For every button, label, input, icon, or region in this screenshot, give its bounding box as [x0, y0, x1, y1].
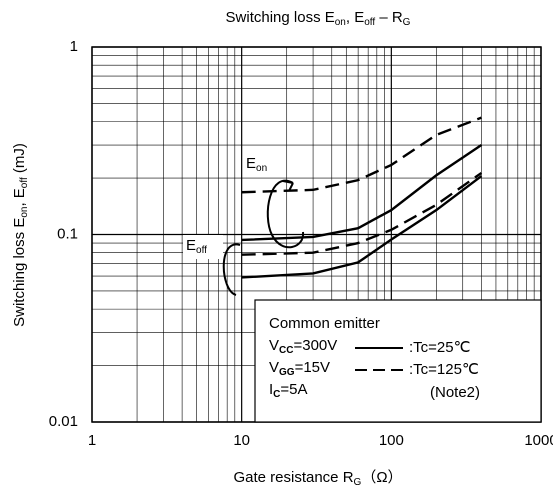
- legend-condition: VGG=15V: [269, 359, 330, 378]
- y-axis-label-sub: off: [19, 177, 30, 188]
- y-axis-label-part: , E: [11, 188, 28, 206]
- chart-title-part: , E: [346, 9, 364, 26]
- chart-title-sub: G: [403, 17, 411, 28]
- chart-title: Switching loss Eon, Eoff – RG: [226, 9, 411, 28]
- legend-condition: Common emitter: [269, 315, 380, 332]
- legend-condition-sub: CC: [279, 345, 293, 356]
- x-tick-label: 10: [233, 432, 250, 449]
- series-line: [241, 144, 483, 242]
- x-tick-label: 1: [88, 432, 96, 449]
- legend-condition-part: =15V: [295, 359, 330, 376]
- y-axis-label: Switching loss Eon, Eoff (mJ): [11, 143, 30, 327]
- y-axis-label-part: (mJ): [11, 143, 28, 177]
- chart-title-part: Switching loss E: [226, 9, 335, 26]
- legend-condition-part: Common emitter: [269, 315, 380, 332]
- legend-condition-sub: C: [273, 389, 280, 400]
- decor: [222, 179, 305, 296]
- series-line: [241, 116, 482, 194]
- eon-arrow: [282, 180, 294, 192]
- x-axis-label-part: Gate resistance R: [233, 469, 353, 486]
- chart-title-sub: on: [335, 17, 346, 28]
- y-axis-label-part: Switching loss E: [11, 218, 28, 327]
- eon-marker: [266, 179, 305, 249]
- legend-condition-part: =300V: [293, 337, 337, 354]
- legend-condition: VCC=300V: [269, 337, 337, 356]
- x-axis-label-sub: G: [354, 477, 362, 488]
- series-line: [241, 175, 483, 279]
- annotation-bg: [183, 235, 223, 259]
- annotation-sub: off: [196, 245, 207, 256]
- annotation-bg: [243, 153, 276, 177]
- chart-title-sub: off: [364, 17, 375, 28]
- legend-label: :Tc=125℃: [409, 361, 479, 378]
- annotation: Eon: [246, 155, 267, 174]
- chart-title-part: – R: [375, 9, 403, 26]
- x-axis-label: Gate resistance RG（Ω）: [233, 469, 402, 488]
- eoff-marker: [222, 243, 241, 296]
- legend-condition: IC=5A: [269, 381, 308, 400]
- y-axis-label-sub: on: [19, 207, 30, 218]
- annotation-part: E: [246, 155, 256, 172]
- legend-condition-part: V: [269, 359, 279, 376]
- legend-label: :Tc=25℃: [409, 339, 470, 356]
- x-tick-label: 100: [379, 432, 404, 449]
- y-tick-label: 0.01: [49, 413, 78, 430]
- annotation: Eoff: [186, 237, 207, 256]
- legend-condition-part: I: [269, 381, 273, 398]
- annotation-part: E: [186, 237, 196, 254]
- legend-condition-part: =5A: [280, 381, 307, 398]
- legend-condition-sub: GG: [279, 367, 295, 378]
- legend-box: [254, 299, 542, 423]
- annotation-sub: on: [256, 163, 267, 174]
- series-line: [241, 171, 483, 256]
- legend-note: (Note2): [430, 384, 480, 401]
- y-tick-label: 0.1: [57, 225, 78, 242]
- legend-condition-part: V: [269, 337, 279, 354]
- y-tick-label: 1: [70, 38, 78, 55]
- x-axis-label-part: （Ω）: [361, 469, 402, 486]
